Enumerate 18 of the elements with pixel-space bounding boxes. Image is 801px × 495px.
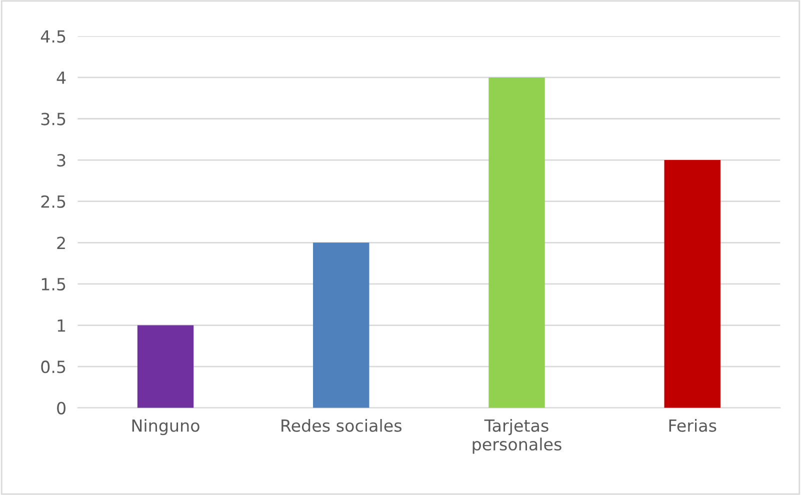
- x-tick-label: Ninguno: [132, 418, 200, 436]
- y-tick-label: 3: [57, 154, 66, 167]
- y-tick-label: 1.5: [42, 278, 66, 291]
- y-tick-label: 0.5: [41, 360, 66, 374]
- y-tick-label: 2.5: [41, 195, 66, 208]
- x-tick-label: Redes sociales: [282, 418, 402, 432]
- bar: [664, 160, 720, 408]
- bar: [137, 325, 194, 408]
- y-tick-label: 4: [56, 72, 66, 84]
- y-tick-label: 4.5: [40, 30, 66, 43]
- y-tick-label: 2: [57, 236, 65, 249]
- y-tick-label: 3.5: [41, 112, 66, 126]
- y-tick-label: 0: [57, 402, 66, 414]
- bar: [313, 242, 370, 408]
- y-tick-label: 1: [58, 319, 66, 332]
- x-tick-label: Ferias: [669, 418, 716, 432]
- bar: [488, 77, 545, 408]
- x-tick-label: Tarjetas personales: [472, 418, 562, 454]
